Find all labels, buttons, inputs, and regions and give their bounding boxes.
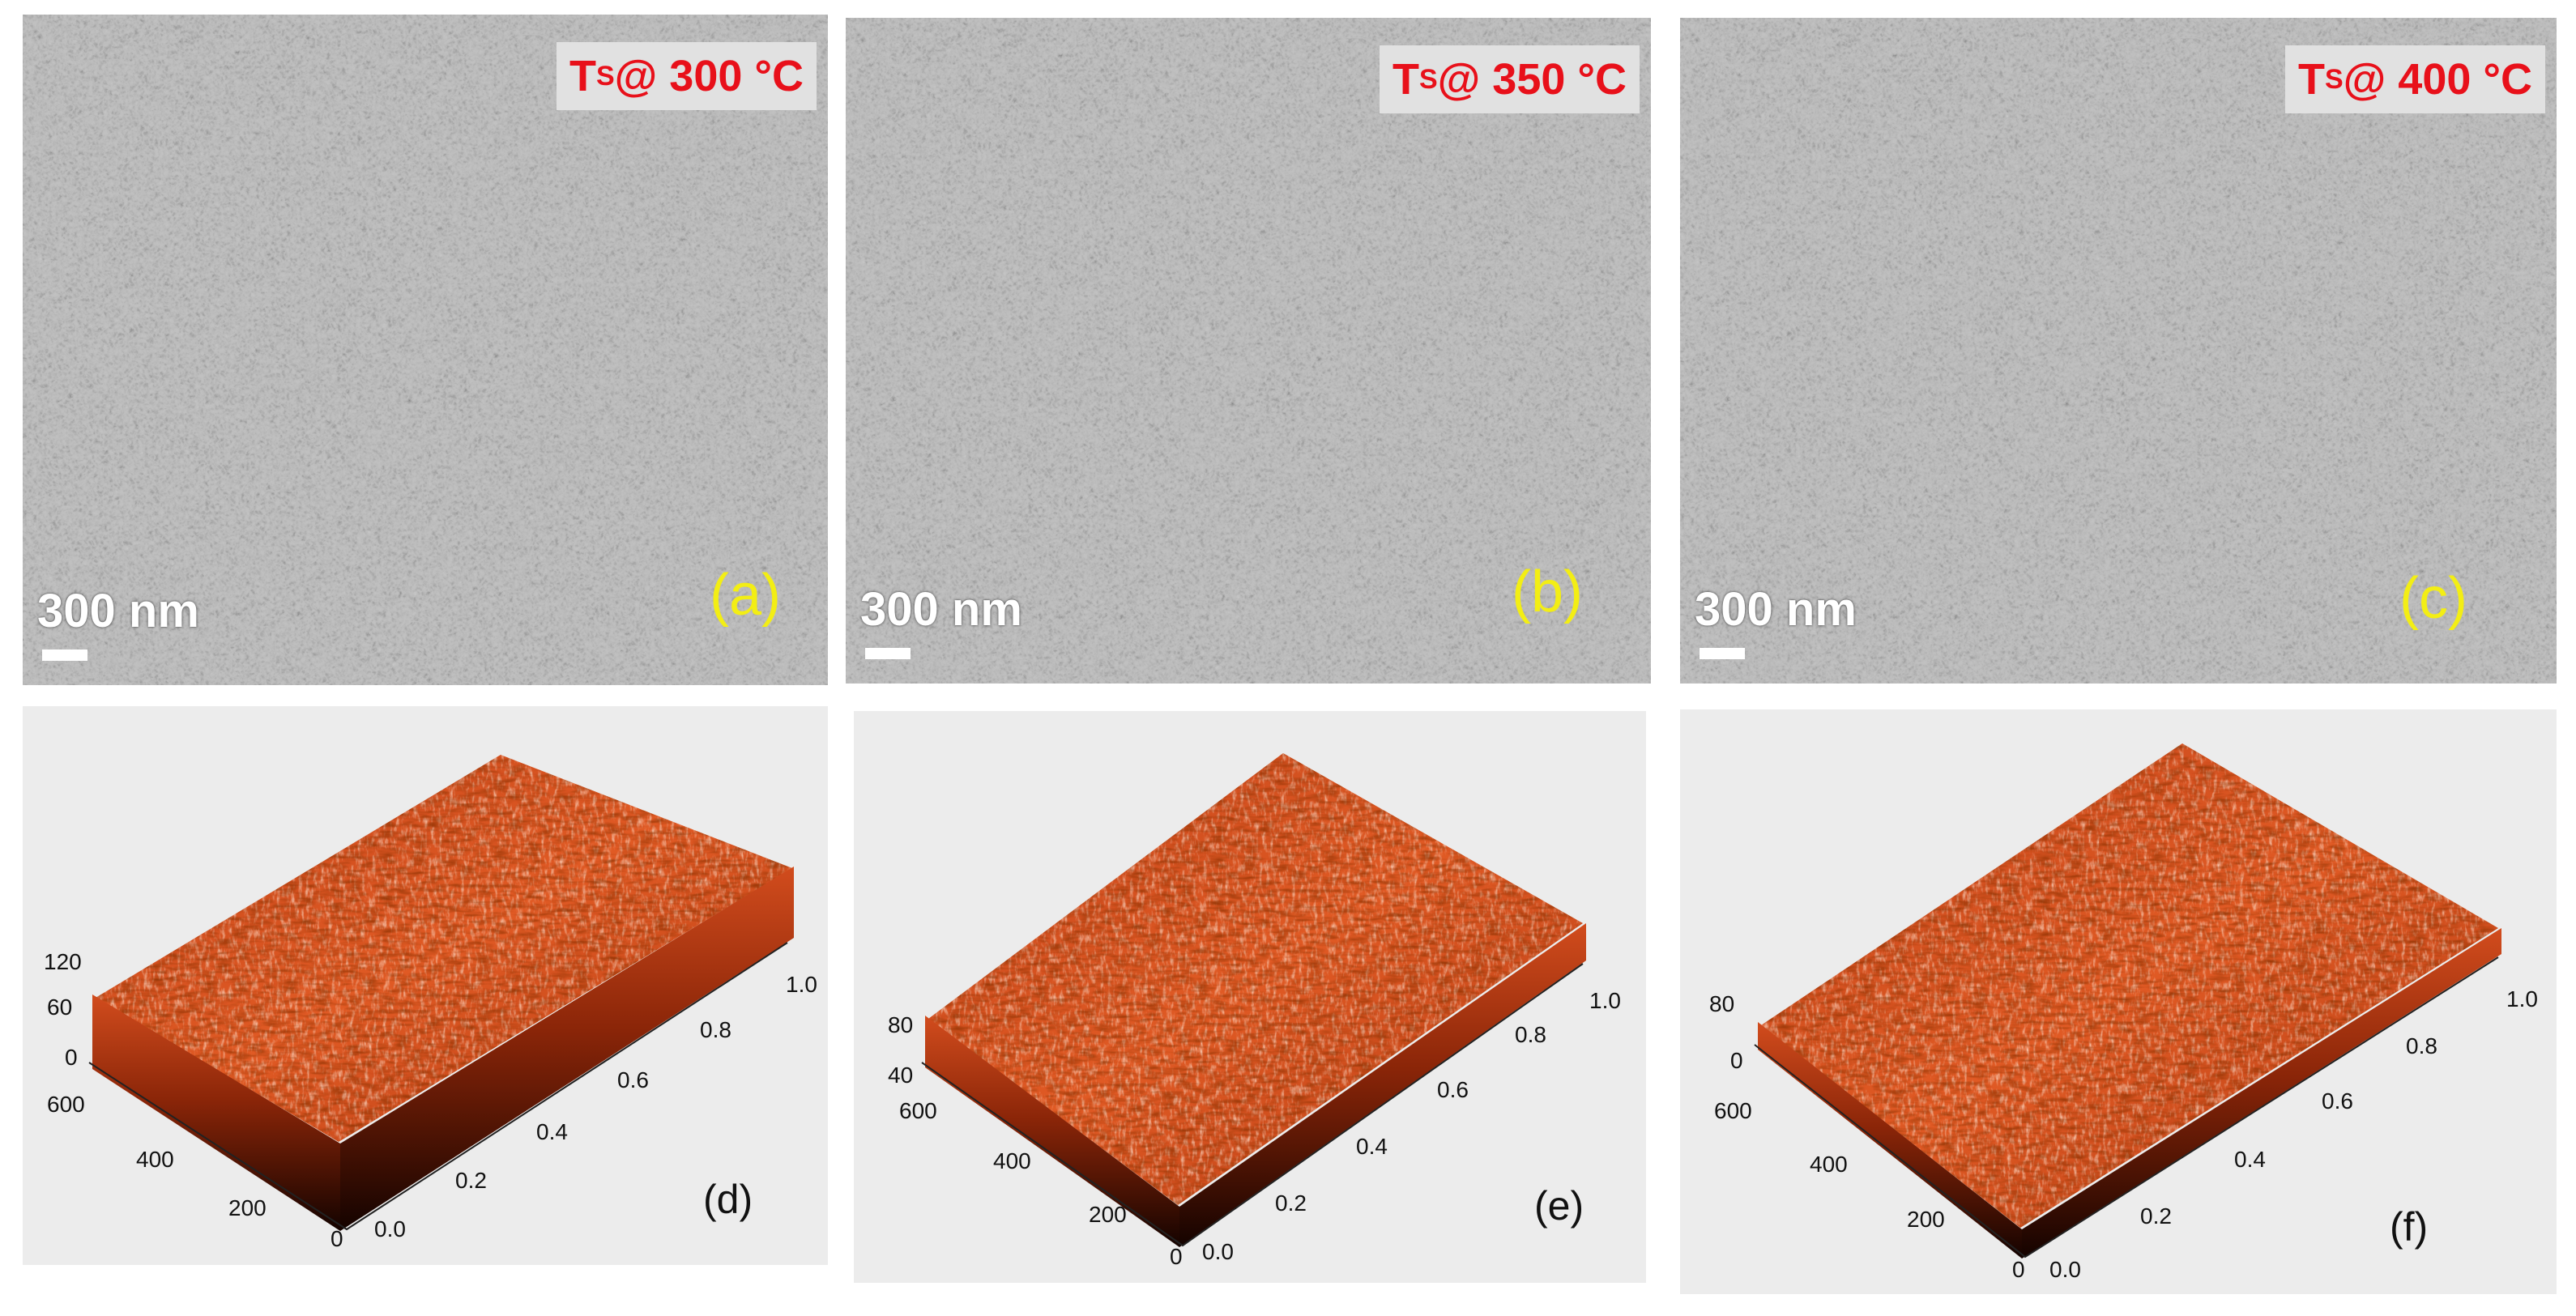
- x-axis-tick: 0.4: [1356, 1134, 1388, 1159]
- z-axis-tick: 80: [888, 1012, 914, 1037]
- x-axis-tick: 0.0: [374, 1216, 406, 1241]
- scale-bar-label: 300 nm: [1695, 583, 1857, 636]
- x-axis-tick: 0.4: [536, 1119, 568, 1144]
- panel-label-b: (b): [1512, 560, 1583, 624]
- x-axis-tick: 0.8: [1515, 1022, 1546, 1047]
- afm-image-e: 80 40 600 400 200 0 0.0 0.2 0.4 0.6 0.8 …: [854, 711, 1646, 1283]
- x-axis-tick: 0.0: [1202, 1239, 1234, 1264]
- x-axis-tick: 0.2: [455, 1168, 487, 1193]
- x-axis-tick: 0.2: [1275, 1190, 1307, 1216]
- scale-bar-label: 300 nm: [37, 585, 199, 637]
- sem-texture: [1680, 18, 2557, 684]
- scale-bar: [865, 648, 911, 659]
- z-axis-tick: 120: [44, 949, 82, 974]
- y-axis-tick: 600: [47, 1092, 85, 1117]
- scale-bar-label: 300 nm: [860, 583, 1022, 636]
- y-axis-tick: 0: [331, 1226, 343, 1251]
- x-axis-tick: 0.8: [700, 1017, 731, 1042]
- x-axis-tick: 0.0: [2049, 1257, 2081, 1282]
- z-axis-tick: 80: [1709, 991, 1735, 1016]
- y-axis-tick: 0: [1170, 1244, 1183, 1269]
- z-axis-tick: 40: [888, 1063, 914, 1088]
- afm-surface-3d: [88, 755, 794, 1231]
- y-axis-tick: 400: [136, 1147, 174, 1172]
- x-axis-tick: 0.6: [1437, 1077, 1469, 1102]
- afm-surface-3d: [921, 753, 1586, 1247]
- x-axis-tick: 0.6: [2322, 1088, 2353, 1114]
- afm-surface-3d: [1754, 743, 2501, 1259]
- x-axis-tick: 1.0: [1589, 988, 1621, 1013]
- x-axis-tick: 1.0: [2506, 986, 2538, 1011]
- panel-label-c: (c): [2399, 566, 2467, 631]
- sem-texture: [846, 18, 1651, 684]
- x-axis-tick: 1.0: [786, 972, 817, 997]
- y-axis-tick: 0: [2012, 1257, 2025, 1282]
- panel-label-a: (a): [710, 563, 781, 628]
- y-axis-tick: 400: [1810, 1152, 1848, 1177]
- y-axis-tick: 400: [993, 1148, 1031, 1173]
- y-axis-tick: 600: [1714, 1098, 1752, 1123]
- x-axis-tick: 0.4: [2234, 1147, 2266, 1172]
- panel-label-e: (e): [1534, 1183, 1584, 1229]
- y-axis-tick: 200: [1907, 1207, 1945, 1232]
- z-axis-tick: 0: [65, 1045, 78, 1070]
- y-axis-tick: 600: [899, 1098, 937, 1123]
- panel-label-d: (d): [703, 1177, 753, 1222]
- afm-image-f: 80 0 600 400 200 0 0.0 0.2 0.4 0.6 0.8 1…: [1680, 709, 2557, 1294]
- x-axis-tick: 0.2: [2140, 1203, 2172, 1229]
- z-axis-tick: 60: [47, 994, 73, 1020]
- y-axis-tick: 200: [1089, 1202, 1127, 1227]
- x-axis-tick: 0.8: [2406, 1033, 2437, 1058]
- scale-bar: [42, 649, 87, 661]
- y-axis-tick: 200: [228, 1195, 267, 1220]
- scale-bar: [1700, 648, 1745, 659]
- panel-label-f: (f): [2390, 1204, 2429, 1250]
- sem-texture: [23, 15, 828, 685]
- afm-image-d: 120 60 0 600 400 200 0 0.0 0.2 0.4 0.6 0…: [23, 706, 828, 1265]
- x-axis-tick: 0.6: [617, 1067, 649, 1092]
- z-axis-tick: 0: [1730, 1048, 1743, 1073]
